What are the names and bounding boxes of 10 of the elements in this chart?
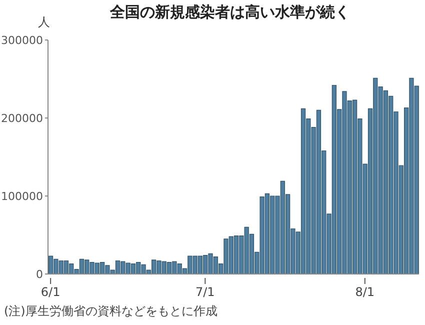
- y-tick-label: 0: [36, 268, 43, 281]
- x-tick-label: 6/1: [40, 285, 60, 299]
- y-tick-label: 300000: [1, 34, 43, 47]
- x-tick-label: 8/1: [355, 285, 375, 299]
- y-tick-label: 200000: [1, 112, 43, 125]
- y-axis-title: 人: [38, 14, 50, 31]
- y-tick-label: 100000: [1, 190, 43, 203]
- x-tick-label: 7/1: [196, 285, 215, 299]
- chart-title: 全国の新規感染者は高い水準が続く: [108, 3, 351, 22]
- text: (注)厚生労働省の資料などをもとに作成: [4, 303, 218, 320]
